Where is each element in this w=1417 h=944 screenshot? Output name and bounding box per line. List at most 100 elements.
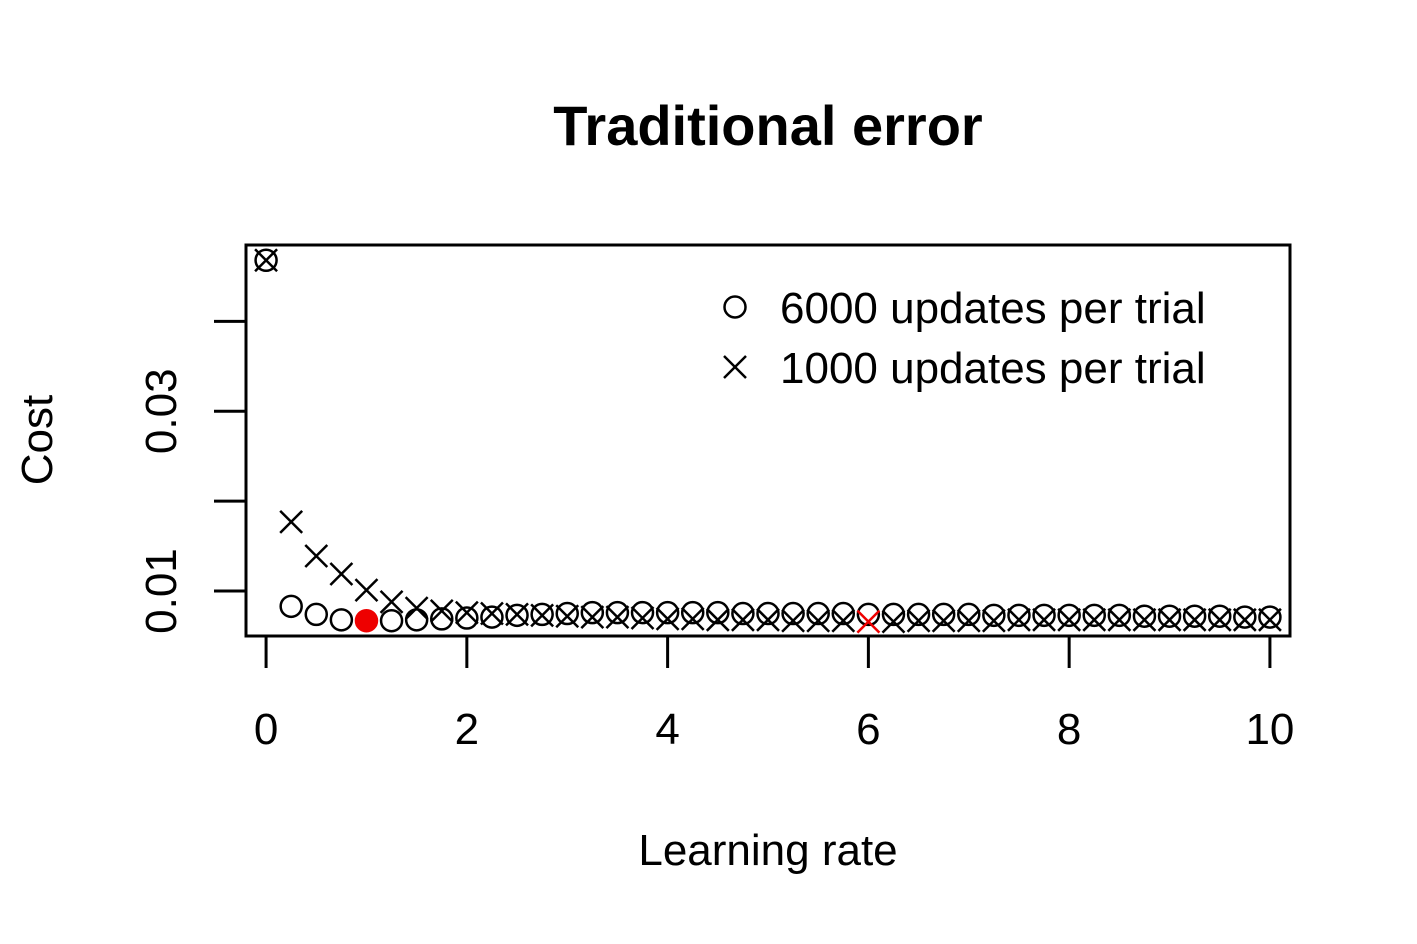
data-point (454, 600, 479, 625)
data-point (630, 606, 655, 630)
legend-label: 1000 updates per trial (780, 344, 1206, 393)
data-point (505, 603, 529, 628)
data-point (630, 600, 655, 625)
data-point (1032, 607, 1056, 632)
data-point (254, 248, 278, 273)
data-point (1082, 607, 1107, 632)
data-point (429, 598, 454, 623)
data-point (1157, 607, 1182, 632)
data-point (806, 601, 830, 626)
data-point (956, 608, 981, 633)
data-point (279, 509, 304, 534)
data-point (304, 544, 329, 568)
data-point (354, 578, 379, 603)
y-tick-label: 0.03 (137, 368, 186, 454)
data-point (856, 602, 881, 627)
data-point (680, 607, 705, 631)
data-point (906, 608, 931, 633)
data-point (580, 605, 605, 630)
data-point (279, 594, 303, 619)
data-point (1182, 607, 1207, 632)
data-point (1207, 604, 1232, 628)
data-point (1057, 603, 1081, 628)
x-tick-label: 6 (856, 705, 880, 754)
x-axis: 0 2 4 6 8 10 (254, 634, 1294, 754)
highlight-point (856, 609, 881, 634)
data-point (806, 608, 831, 633)
data-point (655, 600, 680, 625)
chart-title: Traditional error (553, 94, 982, 157)
data-point (1007, 603, 1031, 628)
data-point (455, 606, 479, 630)
data-points (254, 248, 1282, 634)
data-point (505, 602, 529, 627)
data-point (1207, 607, 1232, 632)
data-point (680, 600, 705, 625)
data-point (957, 602, 981, 627)
data-point (705, 607, 730, 632)
data-point (1258, 607, 1282, 632)
data-point (881, 609, 906, 634)
data-point (1107, 603, 1132, 628)
x-tick-label: 2 (455, 705, 479, 754)
data-point (781, 601, 805, 626)
data-point (580, 600, 605, 625)
data-point (831, 601, 856, 626)
data-point (1032, 603, 1056, 628)
data-point (881, 602, 906, 627)
data-point (329, 608, 354, 632)
series-1 (254, 248, 1282, 633)
data-point (530, 602, 554, 627)
data-point (931, 608, 956, 633)
data-point (329, 562, 354, 586)
data-point (706, 600, 730, 625)
data-point (931, 602, 956, 627)
data-point (605, 605, 630, 630)
data-point (404, 608, 429, 632)
data-point (731, 607, 755, 632)
data-point (379, 608, 404, 633)
data-point (1233, 605, 1257, 629)
data-point (731, 601, 755, 626)
highlight-point (354, 608, 379, 633)
y-axis: 0.01 0.03 (137, 319, 248, 634)
x-tick-label: 0 (254, 705, 278, 754)
data-point (304, 602, 329, 627)
data-point (781, 608, 805, 633)
data-point (1232, 607, 1257, 632)
x-tick-label: 4 (655, 705, 679, 754)
data-point (1082, 603, 1106, 628)
data-point (254, 248, 278, 273)
data-point (981, 608, 1006, 633)
x-axis-label: Learning rate (638, 826, 897, 875)
legend-label: 6000 updates per trial (780, 284, 1206, 333)
data-point (756, 607, 780, 632)
data-point (379, 589, 404, 614)
x-tick-label: 8 (1057, 705, 1081, 754)
data-point (404, 596, 429, 621)
data-point (430, 607, 454, 631)
legend-marker-cross (723, 355, 747, 379)
data-point (480, 605, 504, 629)
data-point (555, 604, 580, 629)
series-2 (254, 248, 1282, 634)
data-point (831, 608, 856, 633)
data-point (1157, 604, 1182, 628)
y-axis-label: Cost (13, 395, 62, 485)
data-point (605, 600, 630, 625)
data-point (756, 601, 780, 626)
legend: 6000 updates per trial 1000 updates per t… (723, 284, 1206, 393)
data-point (555, 601, 579, 626)
data-point (1007, 607, 1031, 632)
data-point (1132, 604, 1157, 628)
data-point (655, 607, 680, 631)
data-point (1182, 604, 1207, 628)
data-point (530, 603, 555, 628)
data-point (1107, 607, 1132, 632)
legend-marker-circle (723, 295, 747, 319)
data-point (1258, 605, 1282, 629)
data-point (1057, 607, 1082, 632)
data-point (906, 602, 931, 627)
x-tick-label: 10 (1245, 705, 1294, 754)
